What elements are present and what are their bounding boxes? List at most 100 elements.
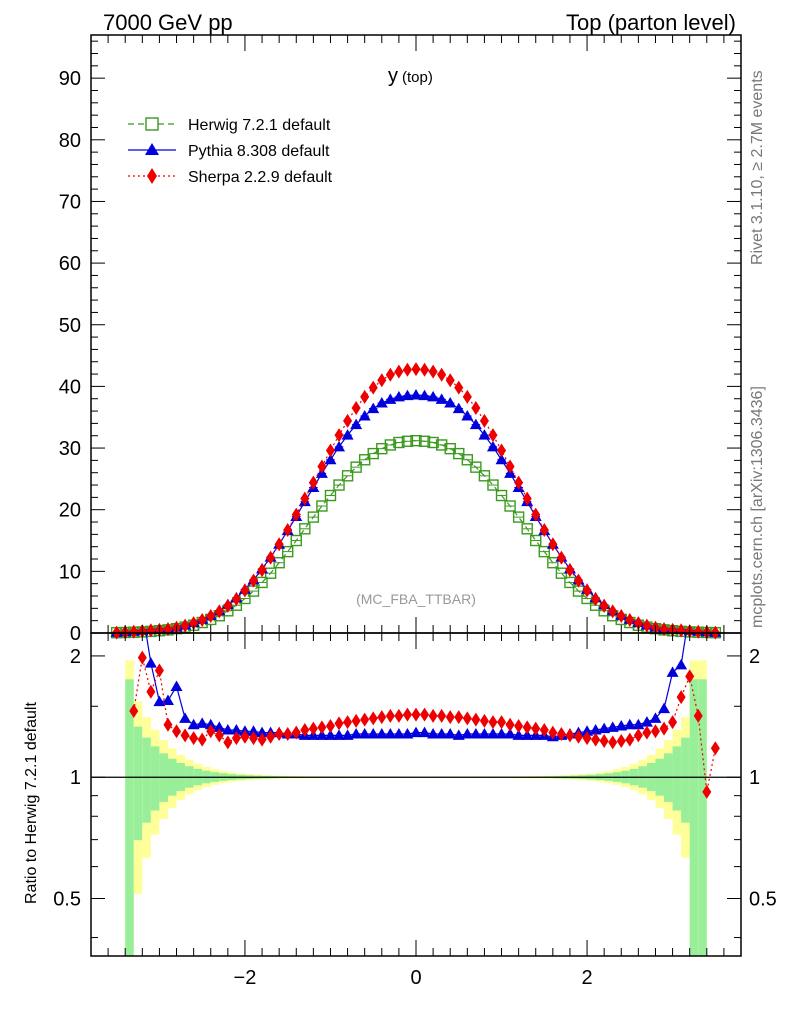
- sherpa-ratio-point: [189, 731, 199, 746]
- watermark: (MC_FBA_TTBAR): [356, 591, 476, 607]
- sherpa-ratio-point: [574, 729, 583, 744]
- legend-marker: [145, 143, 159, 155]
- sherpa-point: [471, 400, 481, 415]
- sherpa-point: [223, 598, 233, 613]
- pythia-ratio-point: [606, 721, 619, 732]
- sherpa-ratio-point: [291, 725, 301, 740]
- herwig-point: [333, 479, 345, 491]
- ratio-y-tick-label-right: 2: [749, 646, 760, 668]
- ratio-plot-area: [91, 633, 741, 956]
- sherpa-point: [445, 373, 455, 388]
- main-title-symbol: y: [388, 65, 398, 87]
- sherpa-ratio-point: [377, 710, 387, 725]
- legend: Herwig 7.2.1 default Pythia 8.308 default…: [128, 117, 333, 186]
- pythia-ratio-point: [452, 729, 465, 740]
- pythia-point: [452, 402, 465, 414]
- pythia-ratio-point: [392, 728, 405, 739]
- pythia-ratio-point: [213, 721, 226, 732]
- sherpa-point: [360, 389, 370, 404]
- legend-label: Herwig 7.2.1 default: [188, 117, 331, 134]
- pythia-ratio-point: [410, 726, 422, 738]
- sherpa-ratio-point: [650, 724, 660, 739]
- herwig-point: [376, 442, 388, 455]
- legend-label: Pythia 8.308 default: [188, 143, 330, 160]
- sherpa-point: [351, 400, 361, 415]
- sherpa-ratio-point: [394, 708, 404, 723]
- pythia-point: [350, 418, 363, 430]
- sherpa-ratio-point: [702, 784, 712, 799]
- main-panel: 0 10 20 30 40 50 60 70 80 90 y (top) (MC_FBA_TTBAR…: [59, 34, 742, 645]
- herwig-point: [478, 470, 491, 482]
- y-tick-label: 70: [59, 191, 81, 213]
- sherpa-ratio-point: [599, 733, 609, 748]
- sherpa-point: [539, 523, 549, 538]
- green-band: [125, 679, 134, 956]
- pythia-ratio-point: [418, 726, 431, 738]
- herwig-point: [504, 500, 516, 512]
- sherpa-ratio-point: [351, 713, 361, 728]
- sherpa-point: [642, 618, 652, 633]
- sherpa-ratio-point: [642, 725, 652, 740]
- pythia-ratio-point: [196, 717, 209, 728]
- sherpa-ratio-point: [659, 721, 669, 736]
- sherpa-point: [385, 367, 395, 382]
- sherpa-ratio-point: [685, 669, 695, 684]
- sherpa-ratio-point: [197, 732, 207, 747]
- herwig-point: [530, 534, 542, 547]
- sherpa-ratio-point: [385, 708, 395, 723]
- y-tick-label: 30: [59, 438, 81, 460]
- legend-label: Sherpa 2.2.9 default: [188, 169, 333, 186]
- sherpa-point: [548, 537, 558, 552]
- main-axes: 0 10 20 30 40 50 60 70 80 90: [59, 35, 741, 645]
- sherpa-point: [599, 598, 609, 613]
- sherpa-point: [180, 618, 190, 633]
- sherpa-ratio-point: [163, 717, 173, 732]
- sherpa-ratio-point: [257, 732, 267, 747]
- green-band: [689, 679, 699, 956]
- herwig-point: [512, 511, 525, 523]
- pythia-ratio-point: [247, 725, 260, 736]
- sherpa-point: [325, 443, 335, 458]
- green-band: [150, 746, 160, 811]
- sherpa-point: [462, 389, 472, 404]
- herwig-point: [547, 557, 559, 569]
- sherpa-point: [505, 459, 515, 474]
- sherpa-ratio-point: [462, 711, 472, 726]
- sherpa-ratio-point: [325, 719, 335, 734]
- pythia-ratio-point: [204, 718, 217, 730]
- pythia-ratio-point: [675, 658, 688, 670]
- pythia-ratio-point: [649, 712, 662, 723]
- sherpa-point: [437, 367, 447, 382]
- sherpa-point: [608, 604, 618, 619]
- sherpa-ratio-point: [428, 708, 438, 723]
- pythia-ratio-point: [469, 728, 482, 739]
- pythia-ratio-point: [666, 666, 679, 677]
- sherpa-point: [633, 616, 643, 631]
- main-title-sub: (top): [402, 69, 433, 86]
- sherpa-point: [300, 491, 310, 506]
- sherpa-ratio-point: [548, 725, 558, 740]
- pythia-point: [427, 390, 440, 402]
- sherpa-ratio-point: [343, 715, 353, 730]
- ratio-y-tick-label: 2: [70, 646, 81, 668]
- pythia-point: [461, 409, 474, 421]
- pythia-point: [478, 429, 491, 440]
- sherpa-point: [394, 364, 404, 379]
- sherpa-ratio-point: [240, 729, 250, 744]
- sherpa-point: [582, 583, 592, 598]
- pythia-ratio-point: [375, 728, 388, 739]
- legend-marker: [147, 168, 157, 184]
- pythia-ratio-point: [589, 723, 602, 735]
- sherpa-point: [291, 507, 301, 522]
- sherpa-ratio-point: [497, 715, 507, 730]
- sherpa-point: [249, 573, 258, 588]
- sherpa-ratio-point: [274, 727, 284, 742]
- energy-label: 7000 GeV pp: [103, 10, 233, 35]
- pythia-ratio-point: [615, 720, 628, 731]
- green-band: [681, 737, 690, 823]
- pythia-ratio-point: [486, 728, 499, 739]
- y-tick-label: 10: [59, 561, 81, 583]
- herwig-point: [538, 545, 550, 558]
- sherpa-ratio-point: [368, 711, 378, 726]
- sherpa-point: [625, 613, 635, 628]
